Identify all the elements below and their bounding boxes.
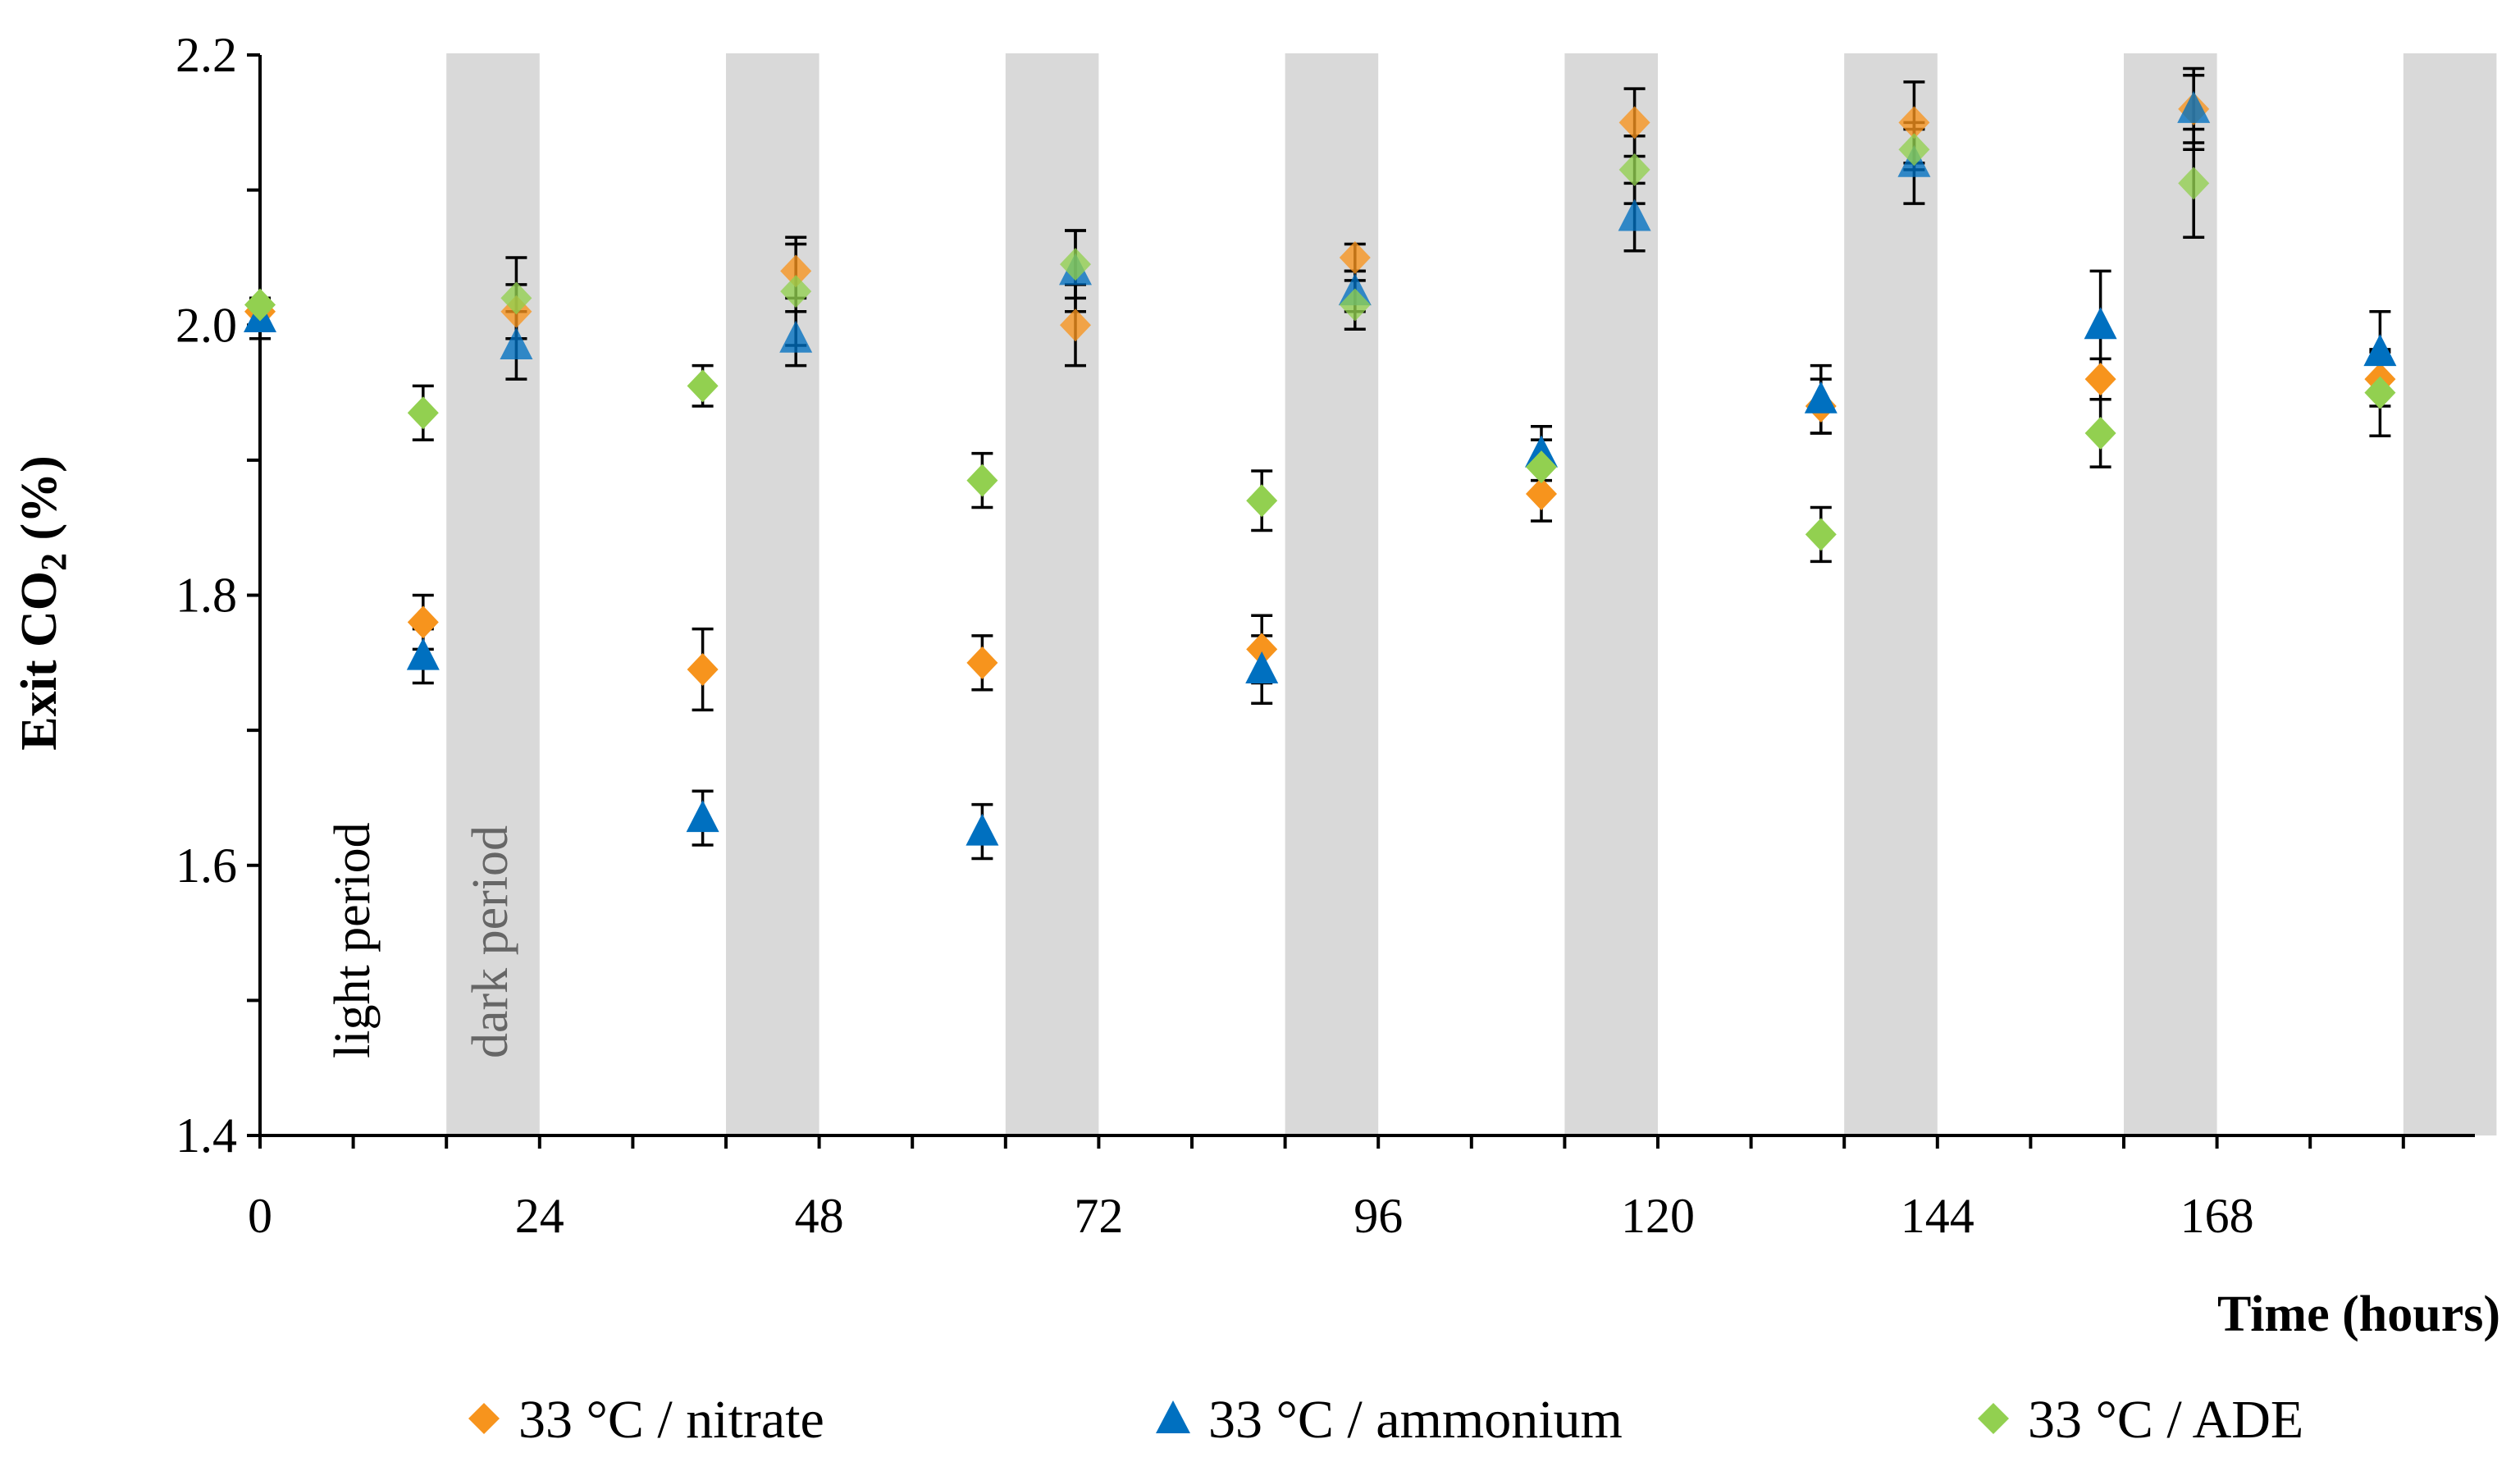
data-point-nitrate xyxy=(687,653,719,687)
legend-item-nitrate: 33 °C / nitrate xyxy=(468,1390,824,1450)
data-point-ammonium xyxy=(779,320,813,353)
data-point-ade xyxy=(1618,153,1650,186)
data-point-nitrate xyxy=(1060,308,1091,342)
dark-period-band-5 xyxy=(1844,53,1938,1135)
x-tick-label: 24 xyxy=(515,1189,564,1243)
y-axis-title-main: Exit CO xyxy=(11,571,67,751)
dark-period-annotation: dark period xyxy=(463,825,518,1058)
legend-item-ade: 33 °C / ADE xyxy=(1978,1390,2303,1450)
y-axis-title: Exit CO2 (%) xyxy=(11,455,74,751)
y-tick-label: 1.4 xyxy=(176,1108,237,1163)
dark-period-bands xyxy=(446,53,2497,1135)
legend-triangle-blue-marker xyxy=(1156,1400,1190,1433)
dark-period-band-6 xyxy=(2124,53,2217,1135)
data-point-nitrate xyxy=(407,605,439,639)
data-point-nitrate xyxy=(2084,363,2116,396)
x-tick-label: 144 xyxy=(1901,1189,1974,1243)
data-point-ade xyxy=(2178,167,2210,200)
data-point-ade xyxy=(966,464,998,497)
data-point-ade xyxy=(1246,484,1278,518)
data-point-ammonium xyxy=(2084,307,2117,340)
data-point-ade xyxy=(500,281,532,315)
data-point-ammonium xyxy=(406,637,440,670)
data-point-ammonium xyxy=(1804,381,1838,413)
data-point-ade xyxy=(244,288,276,322)
data-point-ammonium xyxy=(500,327,533,359)
x-axis-title: Time (hours) xyxy=(2217,1286,2500,1342)
data-point-ammonium xyxy=(686,800,719,833)
data-point-ade xyxy=(780,275,812,308)
data-point-nitrate xyxy=(780,254,812,288)
x-tick-label: 120 xyxy=(1621,1189,1695,1243)
y-tick-label: 1.6 xyxy=(176,838,237,893)
legend-label-ade: 33 °C / ADE xyxy=(2028,1390,2303,1450)
x-tick-label: 96 xyxy=(1354,1189,1403,1243)
data-point-ade xyxy=(1526,450,1557,484)
data-markers xyxy=(244,90,2397,846)
legend-diamond-orange-marker xyxy=(468,1403,500,1434)
data-point-ammonium xyxy=(1618,199,1651,231)
data-point-nitrate xyxy=(1339,240,1371,274)
dark-period-band-2 xyxy=(1005,53,1099,1135)
data-point-ade xyxy=(1339,288,1371,322)
y-axis-title-unit: (%) xyxy=(11,455,67,553)
dark-period-band-3 xyxy=(1285,53,1379,1135)
axes: 1.4 1.6 1.8 2.0 2.2 0 24 48 72 96 120 144 168 xyxy=(176,28,2475,1243)
x-tick-label: 48 xyxy=(795,1189,844,1243)
dark-period-band-4 xyxy=(1564,53,1658,1135)
data-point-ammonium xyxy=(2363,334,2397,367)
data-point-ade xyxy=(1060,248,1091,281)
data-point-ade xyxy=(2084,416,2116,450)
data-point-ade xyxy=(1805,518,1837,551)
dark-period-band-7 xyxy=(2403,53,2497,1135)
legend-label-ammonium: 33 °C / ammonium xyxy=(1208,1390,1623,1450)
data-point-ammonium xyxy=(2177,90,2211,123)
dark-period-band-0 xyxy=(446,53,540,1135)
data-point-ade xyxy=(1898,133,1930,167)
data-point-nitrate xyxy=(966,646,998,679)
y-axis-title-subscript: 2 xyxy=(34,553,74,571)
data-point-nitrate xyxy=(1618,106,1650,139)
y-tick-label: 1.8 xyxy=(176,569,237,623)
data-point-nitrate xyxy=(1526,477,1557,511)
legend-item-ammonium: 33 °C / ammonium xyxy=(1156,1390,1623,1450)
data-point-nitrate xyxy=(1898,106,1930,139)
dark-period-band-1 xyxy=(726,53,819,1135)
x-tick-label: 0 xyxy=(248,1189,272,1243)
data-point-ade xyxy=(407,396,439,430)
data-point-nitrate xyxy=(1246,633,1278,666)
x-tick-label: 168 xyxy=(2180,1189,2254,1243)
x-tick-label: 72 xyxy=(1074,1189,1123,1243)
y-tick-label: 2.2 xyxy=(176,28,237,82)
legend: 33 °C / nitrate 33 °C / ammonium 33 °C /… xyxy=(468,1390,2303,1450)
light-period-annotation: light period xyxy=(325,822,381,1058)
y-tick-label: 2.0 xyxy=(176,298,237,352)
data-point-ade xyxy=(687,369,719,403)
data-point-ammonium xyxy=(966,813,999,846)
data-point-ade xyxy=(2364,376,2396,409)
data-point-ammonium xyxy=(1245,651,1279,684)
legend-label-nitrate: 33 °C / nitrate xyxy=(518,1390,824,1450)
legend-diamond-green-marker xyxy=(1978,1403,2009,1434)
